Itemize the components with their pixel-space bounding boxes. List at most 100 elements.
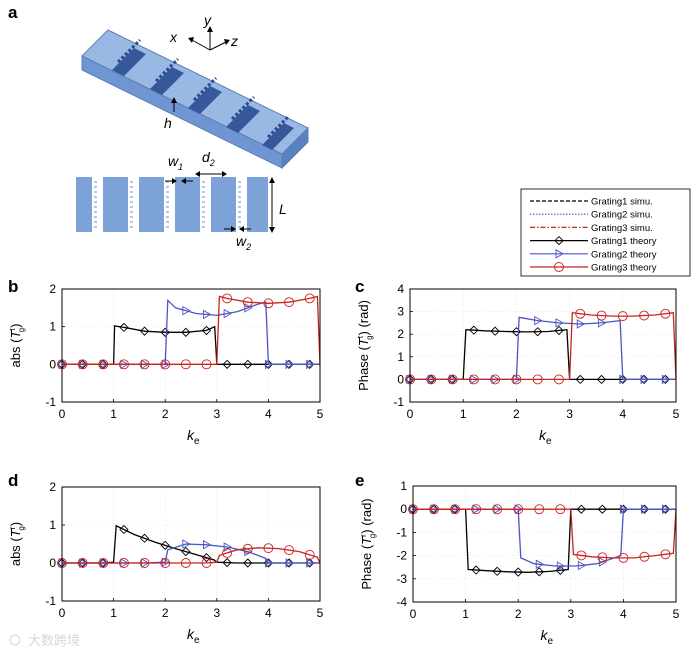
data-point: [555, 504, 566, 515]
x-tick-label: 0: [407, 407, 414, 421]
data-point: [660, 308, 671, 319]
series-markers: [406, 315, 671, 385]
x-tick-label: 4: [619, 407, 626, 421]
y-axis-label: Phase (Ttg) (rad): [356, 300, 374, 391]
data-point: [139, 359, 150, 370]
series-markers: [405, 325, 670, 385]
data-point: [304, 293, 315, 304]
x-tick-label: 3: [566, 407, 573, 421]
grating-slot: [200, 177, 211, 232]
x-tick-label: 0: [410, 607, 417, 621]
data-point: [533, 327, 543, 337]
data-point: [639, 551, 650, 562]
data-point: [222, 293, 233, 304]
y-tick-label: -1: [45, 594, 56, 608]
axis-label-z: z: [230, 33, 238, 49]
grating-slot: [150, 67, 184, 95]
x-axis-label: ke: [187, 427, 200, 447]
data-point: [596, 374, 607, 385]
series-markers: [408, 504, 671, 577]
legend-label: Grating3 theory: [591, 263, 657, 274]
axis-arrow-z: [209, 41, 227, 51]
arrowhead: [181, 178, 186, 184]
x-axis-label: ke: [541, 627, 554, 647]
data-point: [222, 548, 233, 558]
arrowhead: [172, 178, 177, 184]
legend-label: Grating1 simu.: [591, 197, 653, 208]
arrowhead: [188, 37, 194, 43]
data-point: [576, 319, 586, 329]
y-tick-label: 1: [397, 350, 404, 364]
data-point: [263, 543, 274, 554]
x-tick-label: 2: [162, 407, 169, 421]
data-point: [596, 310, 607, 321]
data-point: [284, 545, 294, 556]
series-line: [62, 295, 321, 365]
data-point: [555, 318, 564, 328]
panel-label-e: e: [355, 471, 364, 490]
grating-slot: [128, 177, 139, 232]
pillar-ridge: [154, 57, 180, 83]
data-point: [619, 504, 629, 514]
data-point: [201, 553, 212, 563]
legend-label: Grating2 theory: [591, 249, 657, 260]
data-point: [640, 374, 649, 385]
data-point: [244, 303, 253, 313]
data-point: [471, 504, 482, 515]
pillar-ridge: [192, 76, 218, 102]
grating-top-view: d2 w1 L w2: [76, 149, 287, 252]
axis-arrow-x: [191, 39, 211, 51]
plot-frame: [61, 288, 321, 403]
data-point: [492, 566, 502, 576]
series-markers: [57, 322, 315, 369]
data-point: [534, 504, 545, 515]
x-axis-label: ke: [187, 626, 200, 646]
data-point: [661, 374, 671, 385]
data-point: [180, 359, 191, 370]
data-point: [429, 504, 439, 515]
y-axis-label: abs (Trg): [8, 522, 26, 566]
series-line: [410, 311, 677, 381]
y-axis-label: Phase (Trg) (rad): [359, 498, 377, 589]
data-point: [640, 504, 650, 514]
data-point: [222, 359, 232, 369]
data-point: [160, 540, 170, 550]
x-tick-label: 2: [513, 407, 520, 421]
data-point: [304, 549, 315, 560]
legend: Grating1 simu. Grating2 simu. Grating3 sim…: [520, 188, 691, 277]
series-markers: [57, 293, 315, 370]
data-point: [201, 359, 212, 370]
y-tick-label: 0: [49, 357, 56, 371]
panel-label-b: b: [8, 277, 18, 296]
data-point: [306, 359, 315, 370]
data-point: [264, 359, 274, 370]
arrowhead: [224, 39, 230, 45]
data-point: [98, 359, 109, 370]
y-tick-label: 3: [397, 305, 404, 319]
data-point: [77, 359, 88, 370]
panel-label-c: c: [355, 277, 364, 296]
dim-label-d2: d2: [202, 149, 215, 168]
data-point: [576, 504, 586, 514]
plot-frame: [61, 486, 321, 602]
data-point: [617, 311, 628, 322]
arrowhead: [269, 177, 275, 183]
data-point: [203, 309, 212, 320]
y-tick-label: -1: [393, 395, 404, 409]
arrowhead: [269, 227, 275, 233]
data-point: [284, 297, 294, 308]
y-tick-label: -3: [396, 572, 407, 586]
data-point: [490, 326, 500, 336]
data-point: [554, 325, 564, 336]
data-point: [660, 549, 671, 560]
x-axis-label: ke: [539, 427, 552, 447]
data-point: [575, 308, 586, 319]
y-tick-label: -2: [396, 549, 407, 563]
x-tick-label: 5: [317, 606, 324, 620]
data-point: [513, 504, 524, 515]
data-point: [263, 298, 274, 309]
x-tick-label: 1: [110, 606, 117, 620]
y-tick-label: 1: [49, 320, 56, 334]
